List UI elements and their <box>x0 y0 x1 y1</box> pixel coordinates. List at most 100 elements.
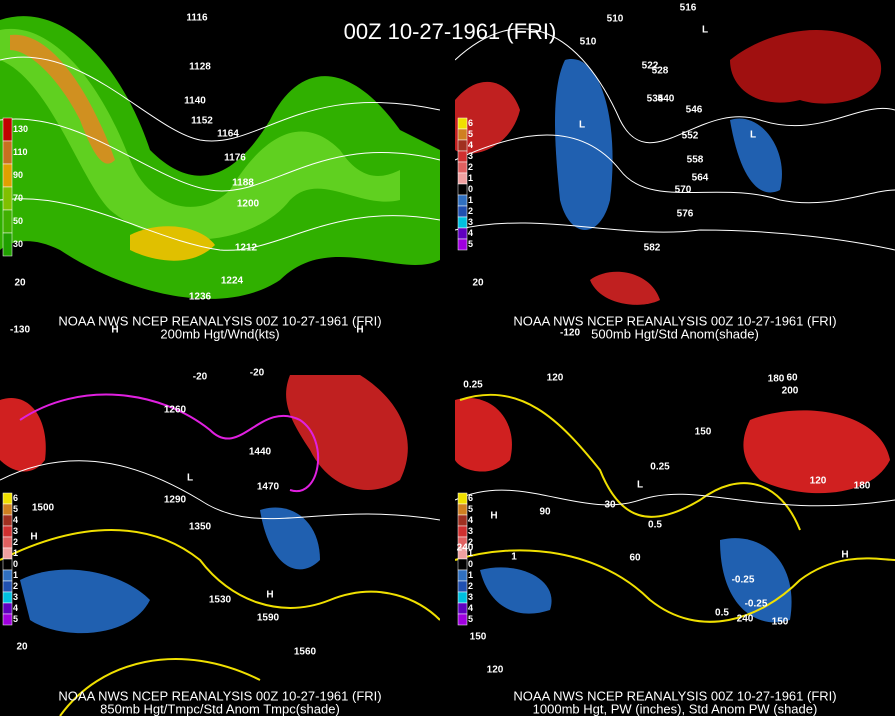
legend-swatch <box>457 117 468 130</box>
legend-label: 6 <box>468 118 473 128</box>
legend-label: 2 <box>13 581 18 591</box>
legend-label: 70 <box>13 193 23 203</box>
contour-label: 540 <box>658 94 675 105</box>
legend-label: 0 <box>13 559 18 569</box>
contour-label: 150 <box>695 427 712 438</box>
legend-swatch <box>457 591 468 604</box>
legend-swatch <box>2 536 13 549</box>
legend-swatch <box>457 172 468 185</box>
caption-line: 1000mb Hgt, PW (inches), Std Anom PW (sh… <box>533 701 818 716</box>
contour-label: 1212 <box>235 243 258 254</box>
contour-label: 1152 <box>191 116 213 127</box>
contour-label: 1470 <box>257 482 280 493</box>
legend-label: 3 <box>468 217 473 227</box>
contour-label: 1560 <box>294 647 317 658</box>
legend-label: 50 <box>13 216 23 226</box>
contour-label: 528 <box>652 66 669 77</box>
pw-contour <box>454 549 895 623</box>
contour-label: -120 <box>560 328 580 339</box>
legend-swatch <box>457 227 468 240</box>
legend-label: 4 <box>468 140 473 150</box>
legend-label: 5 <box>13 614 18 624</box>
legend-label: 4 <box>13 515 18 525</box>
isotherm <box>19 393 320 493</box>
legend-swatch <box>457 602 468 615</box>
anom-shade <box>730 118 782 193</box>
anom-shade <box>590 271 660 305</box>
legend-swatch <box>457 492 468 505</box>
contour-label: 534 <box>647 94 664 105</box>
legend-swatch <box>457 194 468 207</box>
legend-swatch <box>457 150 468 163</box>
contour-label: 240 <box>737 614 754 625</box>
pw-contour <box>459 393 801 531</box>
legend-swatch <box>2 186 13 211</box>
contour-label: 0.5 <box>715 608 729 619</box>
legend-swatch <box>2 613 13 626</box>
contour-label: 150 <box>772 617 789 628</box>
anom-shade <box>743 410 890 494</box>
legend-swatch <box>2 569 13 582</box>
contour-label: 120 <box>547 373 564 384</box>
contour-label: 60 <box>786 373 798 384</box>
caption-line: 200mb Hgt/Wnd(kts) <box>160 326 279 341</box>
contour-label: 180 <box>768 374 785 385</box>
contour-label: H <box>266 590 273 601</box>
contour-label: 240 <box>457 543 474 554</box>
contour-label: 150 <box>470 632 487 643</box>
legend-swatch <box>2 514 13 527</box>
anom-shade <box>286 375 408 490</box>
contour-label: -0.25 <box>745 599 768 610</box>
contour-label: H <box>490 511 497 522</box>
legend-label: 130 <box>13 124 28 134</box>
legend-swatch <box>2 117 13 142</box>
contour-label: 510 <box>607 14 624 25</box>
legend-label: 0 <box>468 184 473 194</box>
legend-swatch <box>2 140 13 165</box>
contour-label: -130 <box>10 325 30 336</box>
legend-swatch <box>2 503 13 516</box>
legend-label: 3 <box>468 592 473 602</box>
anom-shade <box>260 507 320 570</box>
isotherm <box>59 658 261 716</box>
contour-label: 564 <box>692 173 709 184</box>
contour-label: L <box>579 120 585 131</box>
contour-label: 20 <box>14 278 26 289</box>
legend-label: 1 <box>13 570 18 580</box>
contour-label: 1200 <box>237 199 260 210</box>
legend-label: 30 <box>13 239 23 249</box>
legend-label: 1 <box>13 548 18 558</box>
contour-label: L <box>750 130 756 141</box>
contour-label: H <box>841 550 848 561</box>
legend-label: 2 <box>468 581 473 591</box>
isotherm <box>0 529 441 621</box>
legend-swatch <box>457 613 468 626</box>
contour <box>0 56 441 142</box>
legend-swatch <box>457 238 468 251</box>
legend-label: 3 <box>13 592 18 602</box>
contour <box>454 28 895 144</box>
anom-shade <box>730 30 882 104</box>
legend-swatch <box>457 503 468 516</box>
legend-swatch <box>457 525 468 538</box>
contour-label: 522 <box>642 61 659 72</box>
contour-label: -20 <box>193 372 208 383</box>
contour-label: 1530 <box>209 595 232 606</box>
contour-label: 1128 <box>189 62 211 73</box>
legend-label: 4 <box>468 603 473 613</box>
legend-label: 90 <box>13 170 23 180</box>
wind-shade <box>0 16 440 299</box>
legend-swatch <box>2 580 13 593</box>
panel-1000mb <box>454 393 895 623</box>
contour-label: 1290 <box>164 495 187 506</box>
contour-label: L <box>187 473 193 484</box>
contour-label: 60 <box>629 553 641 564</box>
contour-label: 90 <box>539 507 551 518</box>
contour-label: 1350 <box>189 522 212 533</box>
contour-label: 1 <box>511 552 517 563</box>
contour-label: 1500 <box>32 503 55 514</box>
contour-label: 1116 <box>186 13 208 24</box>
panel-500mb <box>454 28 895 305</box>
contour-label: 30 <box>604 500 616 511</box>
contour-label: 1260 <box>164 405 187 416</box>
